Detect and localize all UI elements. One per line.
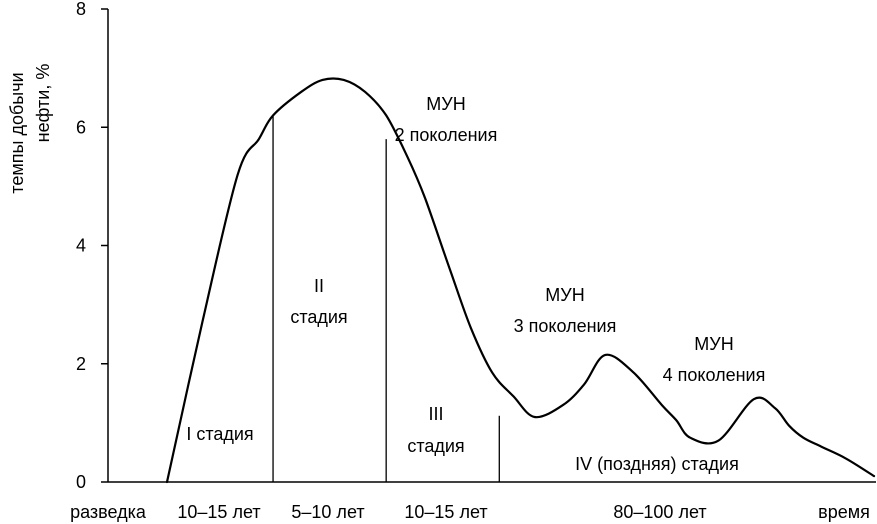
stage-boundaries <box>272 115 500 482</box>
annotation-mun3-line-2: 3 поколения <box>514 316 617 336</box>
stage-2-label-line-2: стадия <box>290 307 347 327</box>
x-label-stage-1-duration: 10–15 лет <box>177 502 260 522</box>
annotation-mun4-line-1: МУН <box>694 334 733 354</box>
annotation-mun3-line-1: МУН <box>545 285 584 305</box>
y-tick-label-8: 8 <box>76 0 86 19</box>
x-label-stage-4-duration: 80–100 лет <box>613 502 706 522</box>
y-axis-label-line-2: нефти, % <box>33 64 53 143</box>
y-ticks: 0 2 4 6 8 <box>76 0 108 492</box>
production-rate-line <box>165 77 876 484</box>
x-label-stage-2-duration: 5–10 лет <box>291 502 364 522</box>
stage-2-label-line-1: II <box>314 276 324 296</box>
y-axis-label: темпы добычи нефти, % <box>7 64 53 194</box>
y-tick-label-2: 2 <box>76 354 86 374</box>
annotation-mun2-line-2: 2 поколения <box>395 125 498 145</box>
y-axis-label-line-1: темпы добычи <box>7 72 27 193</box>
stage-4-label: IV (поздняя) стадия <box>575 454 739 474</box>
annotation-mun4-line-2: 4 поколения <box>663 365 766 385</box>
x-label-exploration: разведка <box>70 502 147 522</box>
y-tick-label-6: 6 <box>76 117 86 137</box>
stage-3-label-line-1: III <box>428 404 443 424</box>
y-tick-label-4: 4 <box>76 236 86 256</box>
stage-3-label-line-2: стадия <box>407 436 464 456</box>
annotation-mun2-line-1: МУН <box>426 94 465 114</box>
stage-1-label: I стадия <box>186 424 253 444</box>
y-tick-label-0: 0 <box>76 472 86 492</box>
x-label-stage-3-duration: 10–15 лет <box>404 502 487 522</box>
x-axis-label-time: время <box>818 502 870 522</box>
